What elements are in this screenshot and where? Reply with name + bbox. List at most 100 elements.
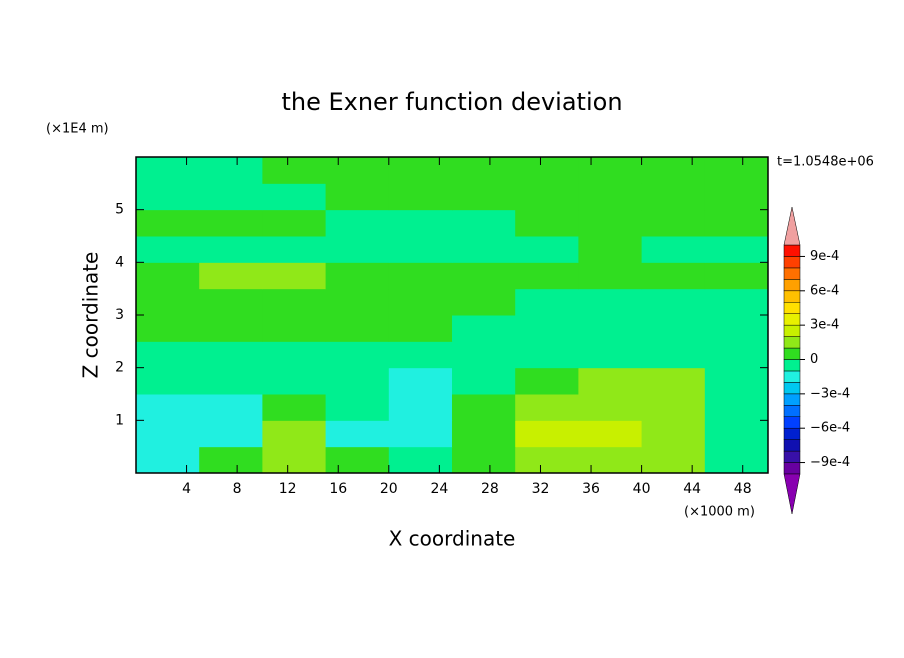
contour-cell (388, 446, 453, 474)
contour-cell (199, 262, 263, 290)
contour-cell (641, 315, 706, 342)
contour-cell (704, 262, 769, 290)
contour-cell (325, 315, 390, 342)
colorbar-bin (783, 439, 801, 452)
contour-cell (262, 394, 327, 421)
x-tick-label: 20 (380, 481, 398, 497)
contour-cell (388, 367, 453, 395)
colorbar-bin (783, 416, 801, 429)
colorbar-bin (783, 324, 801, 337)
contour-cell (262, 367, 327, 395)
contour-cell (704, 183, 769, 211)
contour-cell (325, 209, 390, 237)
contour-cell (515, 341, 579, 369)
contour-cell (578, 341, 643, 369)
contour-cell (578, 183, 643, 211)
contour-cell (704, 394, 769, 421)
contour-cell (262, 209, 327, 237)
contour-cell (578, 367, 643, 395)
contour-cell (515, 236, 579, 263)
contour-cell (325, 367, 390, 395)
contour-cell (704, 367, 769, 395)
colorbar-bin (783, 290, 801, 303)
contour-cell (325, 341, 390, 369)
contour-cell (578, 288, 643, 316)
contour-cell (136, 420, 200, 448)
contour-cell (704, 157, 769, 184)
contour-cell (578, 446, 643, 474)
x-tick-label: 4 (182, 481, 191, 497)
contour-cell (136, 315, 200, 342)
colorbar-bin (783, 256, 801, 269)
x-tick-label: 28 (481, 481, 499, 497)
contour-cell (199, 236, 263, 263)
contour-cell (452, 394, 516, 421)
contour-cell (262, 288, 327, 316)
contour-cell (452, 236, 516, 263)
contour-cell (641, 157, 706, 184)
colorbar-bin (783, 382, 801, 395)
contour-cell (262, 315, 327, 342)
contour-cell (136, 288, 200, 316)
contour-cell (136, 209, 200, 237)
contour-cell (325, 420, 390, 448)
colorbar-tick-label: 0 (810, 352, 818, 367)
colorbar-bin (783, 450, 801, 463)
contour-cell (452, 209, 516, 237)
x-tick-label: 8 (233, 481, 242, 497)
contour-cell (199, 288, 263, 316)
y-tick-label: 2 (115, 360, 124, 376)
contour-cell (704, 209, 769, 237)
contour-cell (641, 288, 706, 316)
contour-cell (515, 367, 579, 395)
chart-title: the Exner function deviation (281, 88, 622, 116)
colorbar-bin (783, 359, 801, 372)
contour-cell (641, 236, 706, 263)
contour-cell (452, 262, 516, 290)
colorbar-extend-low (783, 473, 801, 515)
x-tick-label: 48 (734, 481, 752, 497)
colorbar-bin (783, 279, 801, 292)
contour-cell (325, 394, 390, 421)
colorbar-tick-label: −6e-4 (810, 421, 850, 436)
x-unit: (×1000 m) (684, 505, 755, 520)
contour-cell (578, 157, 643, 184)
x-tick-label: 40 (633, 481, 651, 497)
contour-cell (452, 341, 516, 369)
contour-cell (262, 420, 327, 448)
contour-cell (262, 262, 327, 290)
y-tick-label: 5 (115, 202, 124, 218)
contour-cell (388, 183, 453, 211)
colorbar-bin (783, 427, 801, 440)
contour-cell (578, 394, 643, 421)
contour-cell (136, 341, 200, 369)
contour-cell (515, 446, 579, 474)
colorbar-bin (783, 347, 801, 360)
contour-cell (452, 446, 516, 474)
contour-cell (262, 341, 327, 369)
contour-cell (199, 367, 263, 395)
contour-cell (452, 420, 516, 448)
contour-cell (199, 157, 263, 184)
colorbar-tick-label: −3e-4 (810, 386, 850, 401)
y-unit: (×1E4 m) (46, 122, 109, 137)
colorbar-tick-label: 6e-4 (810, 283, 839, 298)
y-axis-label: Z coordinate (79, 252, 103, 379)
contour-cell (578, 420, 643, 448)
contour-cell (325, 446, 390, 474)
contour-cell (136, 367, 200, 395)
contour-cell (262, 236, 327, 263)
contour-cell (515, 288, 579, 316)
contour-cell (704, 341, 769, 369)
contour-cell (704, 446, 769, 474)
contour-cell (704, 288, 769, 316)
contour-cell (641, 183, 706, 211)
contour-cell (199, 420, 263, 448)
contour-cell (578, 209, 643, 237)
contour-cell (704, 236, 769, 263)
contour-cell (388, 236, 453, 263)
contour-cell (515, 183, 579, 211)
contour-cell (578, 236, 643, 263)
contour-cell (452, 288, 516, 316)
